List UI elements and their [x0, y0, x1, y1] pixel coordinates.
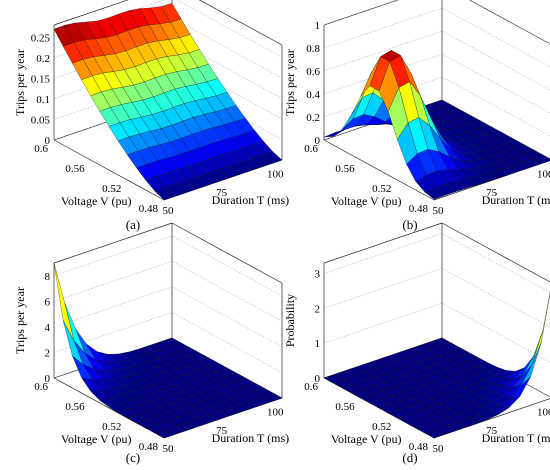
x-tick-label: 0.6 [304, 143, 318, 155]
z-axis-label: Trips per year [13, 49, 27, 116]
surface-cell [154, 429, 176, 439]
y-tick-label: 100 [537, 407, 550, 419]
x-tick-label: 0.48 [139, 203, 159, 215]
y-axis-label: Duration T (ms) [212, 193, 290, 207]
z-tick-label: 0.6 [306, 66, 320, 78]
z-tick-label: 0.25 [31, 32, 51, 44]
surface-cell [531, 292, 550, 365]
surface-cell [53, 262, 75, 341]
y-tick-label: 50 [433, 443, 445, 455]
z-tick-label: 6 [45, 296, 51, 308]
panel-caption: (b) [402, 217, 417, 232]
x-tick-label: 0.6 [34, 381, 48, 393]
y-tick-label: 75 [486, 187, 498, 199]
surface-panel-3: 0 2 4 6 8 0.6 0.56 0.52 0.48 50 75 100 Trips per yea… [13, 222, 290, 465]
panel-caption: (d) [402, 450, 417, 465]
z-tick-label: 3 [315, 268, 321, 280]
z-tick-label: 1 [315, 20, 321, 32]
x-axis-label: Voltage V (pu) [61, 432, 132, 446]
z-tick-label: 1 [315, 338, 321, 350]
x-axis-label: Voltage V (pu) [61, 194, 132, 208]
z-tick-label: 8 [45, 271, 51, 283]
z-axis-label: Trips per year [283, 49, 297, 116]
x-tick-label: 0.52 [102, 421, 121, 433]
x-tick-label: 0.52 [372, 421, 391, 433]
x-tick-label: 0.52 [102, 183, 121, 195]
z-axis-label: Probability [283, 294, 297, 347]
z-tick-label: 0.15 [31, 73, 51, 85]
panel-caption: (c) [126, 450, 140, 465]
x-axis-label: Voltage V (pu) [331, 194, 402, 208]
x-axis-label: Voltage V (pu) [331, 432, 402, 446]
y-axis-label: Duration T (ms) [212, 431, 290, 445]
surface-mesh [323, 292, 550, 439]
surface-panel-1: 0 0.05 0.1 0.15 0.2 0.25 0.6 0.56 0.52 0.48 50 75 10… [13, 0, 289, 232]
surface-panel-2: 0 0.2 0.4 0.6 0.8 1 0.6 0.56 0.52 0.48 50 75 100 Trip… [283, 0, 550, 232]
y-tick-label: 75 [486, 425, 498, 437]
y-tick-label: 100 [537, 169, 550, 181]
y-tick-label: 50 [163, 205, 175, 217]
surface-mesh [53, 262, 283, 439]
z-tick-label: 0.8 [306, 43, 320, 55]
panel-caption: (a) [126, 217, 140, 232]
z-tick-label: 0 [315, 135, 321, 147]
z-tick-label: 2 [315, 303, 321, 315]
z-tick-label: 0.05 [31, 114, 51, 126]
z-tick-label: 2 [45, 347, 51, 359]
x-tick-label: 0.56 [335, 401, 355, 413]
x-tick-label: 0.6 [34, 143, 48, 155]
y-axis-label: Duration T (ms) [482, 431, 550, 445]
surface-panel-4: 0 1 2 3 0.6 0.56 0.52 0.48 50 75 100 Probability Vol… [283, 222, 550, 465]
y-tick-label: 100 [267, 407, 284, 419]
surface-cell [424, 187, 446, 200]
surface-mesh [323, 49, 550, 200]
z-tick-label: 4 [45, 322, 51, 334]
x-tick-label: 0.52 [372, 183, 391, 195]
y-tick-label: 50 [433, 205, 445, 217]
z-tick-label: 0 [45, 135, 51, 147]
z-tick-label: 0.2 [306, 112, 320, 124]
surface-cell [154, 187, 176, 201]
x-tick-label: 0.6 [304, 381, 318, 393]
y-tick-label: 75 [216, 425, 228, 437]
z-tick-label: 0 [315, 373, 321, 385]
x-tick-label: 0.56 [335, 163, 355, 175]
x-tick-label: 0.48 [139, 441, 159, 453]
y-axis-label: Duration T (ms) [482, 193, 550, 207]
x-tick-label: 0.56 [65, 163, 85, 175]
surface-mesh [53, 3, 283, 201]
z-tick-label: 0.1 [36, 94, 50, 106]
y-tick-label: 75 [216, 187, 228, 199]
x-tick-label: 0.48 [409, 203, 429, 215]
x-tick-label: 0.56 [65, 401, 85, 413]
z-tick-label: 0.4 [306, 89, 320, 101]
y-tick-label: 100 [267, 169, 284, 181]
y-tick-label: 50 [163, 443, 175, 455]
x-tick-label: 0.48 [409, 441, 429, 453]
surface-cell [424, 429, 446, 439]
z-tick-label: 0 [45, 373, 51, 385]
z-axis-label: Trips per year [13, 287, 27, 354]
z-tick-label: 0.2 [36, 53, 50, 65]
